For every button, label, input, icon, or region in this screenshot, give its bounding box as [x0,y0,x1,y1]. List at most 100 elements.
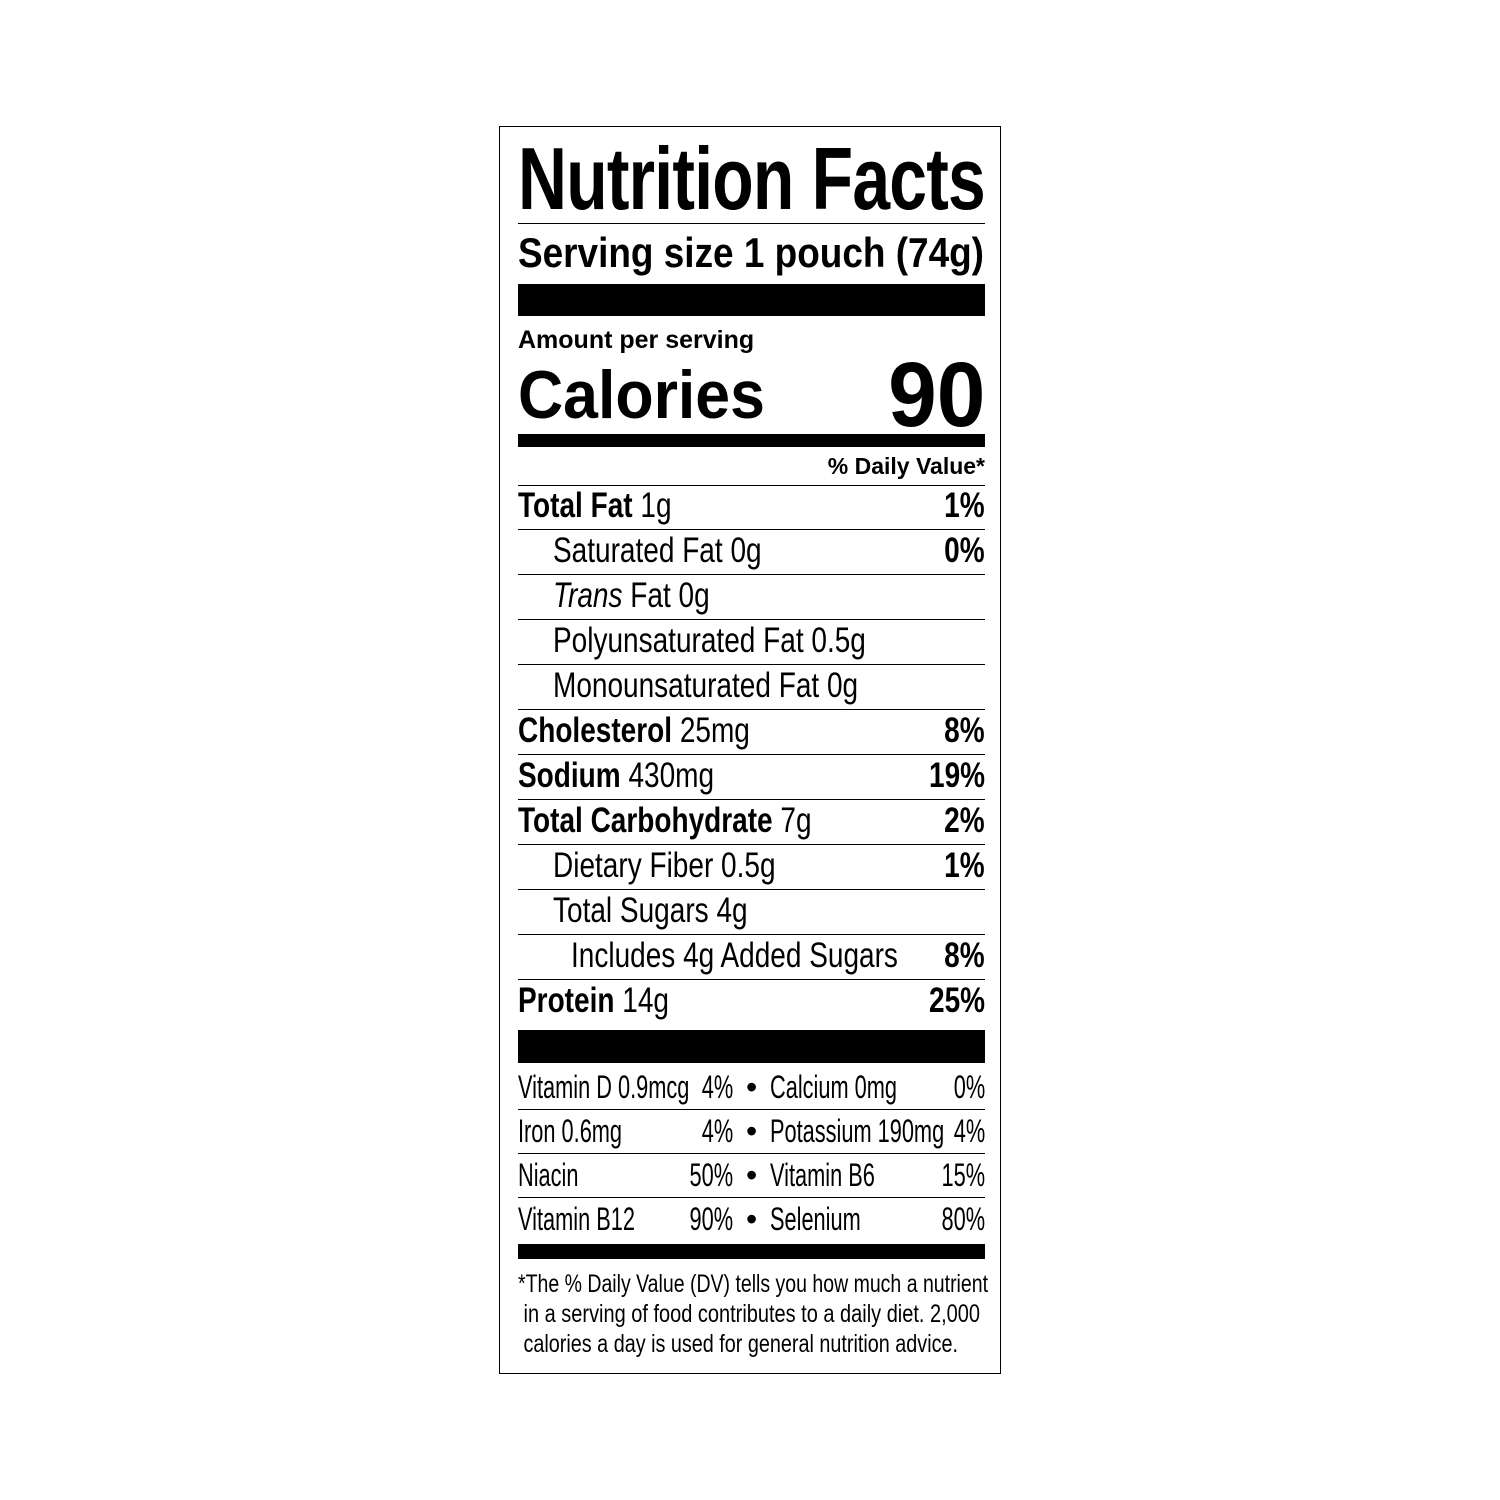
calories-value: 90 [887,344,985,446]
footnote-line: in a serving of food contributes to a da… [518,1300,980,1328]
nutrient-row: Total Fat 1g 1% [518,485,985,530]
nutrient-daily-value: 25% [928,981,985,1020]
vitamin-name: Vitamin B12 [518,1201,635,1237]
vitamin-row: Niacin 50% • Vitamin B6 15% [518,1154,985,1198]
nutrient-label: Total Fat 1g [518,486,672,526]
nutrition-facts-label: Nutrition Facts Serving size 1 pouch (74… [499,126,1001,1374]
daily-value-header: % Daily Value* [827,453,985,479]
calories-label: Calories [518,357,765,433]
nutrient-amount: 0g [730,531,762,570]
nutrient-daily-value: 1% [944,486,985,525]
nutrient-row: Sodium 430mg 19% [518,755,985,800]
vitamin-daily-value: 50% [689,1157,733,1193]
nutrient-daily-value: 2% [944,801,985,840]
nutrient-row: Monounsaturated Fat 0g [518,665,985,710]
footnote-line: calories a day is used for general nutri… [518,1330,958,1358]
divider [518,223,985,224]
nutrient-label: Total Carbohydrate 7g [518,801,812,841]
nutrient-name-suffix: Fat [630,576,671,615]
vitamin-row: Iron 0.6mg 4% • Potassium 190mg 4% [518,1110,985,1154]
nutrient-name: Saturated Fat [553,531,723,570]
nutrient-amount: 1g [640,486,672,525]
medium-divider [518,434,985,447]
vitamin-daily-value: 0% [953,1069,985,1105]
nutrient-daily-value: 1% [944,846,985,885]
nutrient-row: Polyunsaturated Fat 0.5g [518,620,985,665]
nutrient-row: Includes 4g Added Sugars 8% [518,935,985,980]
vitamin-daily-value: 15% [941,1157,985,1193]
nutrient-amount: 0g [826,666,859,705]
nutrient-name: Monounsaturated Fat [553,666,820,705]
bullet-icon: • [746,1157,758,1193]
nutrient-row: Trans Fat 0g [518,575,985,620]
nutrient-daily-value: 8% [944,936,985,975]
nutrient-daily-value: 0% [944,531,985,570]
divider [518,485,985,486]
vitamin-daily-value: 90% [689,1201,733,1237]
nutrient-name: Includes 4g Added Sugars [571,936,898,975]
nutrient-name: Trans [553,576,623,615]
vitamin-row: Vitamin B12 90% • Selenium 80% [518,1198,985,1241]
nutrient-row: Cholesterol 25mg 8% [518,710,985,755]
nutrient-daily-value: 19% [928,756,985,795]
vitamin-name: Niacin [518,1157,579,1193]
nutrient-list: Total Fat 1g 1% Saturated Fat 0g 0% Trans Fa… [518,485,985,1024]
nutrient-name: Cholesterol [518,711,673,750]
nutrient-amount: 7g [780,801,812,840]
nutrient-label: Trans Fat 0g [553,576,710,616]
label-title: Nutrition Facts [518,129,986,228]
nutrient-label: Protein 14g [518,981,669,1021]
nutrient-amount: 0g [678,576,710,615]
nutrient-row: Total Carbohydrate 7g 2% [518,800,985,845]
vitamin-name: Potassium 190mg [770,1113,945,1149]
serving-size: Serving size 1 pouch (74g) [518,229,985,277]
vitamin-list: Vitamin D 0.9mcg 4% • Calcium 0mg 0% Iron 0.6… [518,1066,985,1241]
nutrient-row: Total Sugars 4g [518,890,985,935]
title-text: Nutrition Facts [518,129,986,228]
nutrient-name: Total Sugars [553,891,709,930]
vitamin-name: Iron 0.6mg [518,1113,623,1149]
nutrient-name: Polyunsaturated Fat [553,621,804,660]
vitamin-name: Calcium 0mg [770,1069,897,1105]
nutrient-name: Sodium [518,756,621,795]
nutrient-label: Polyunsaturated Fat 0.5g [553,621,866,661]
bullet-icon: • [746,1201,758,1237]
nutrient-row: Protein 14g 25% [518,980,985,1024]
nutrient-name: Protein [518,981,615,1020]
nutrient-amount: 0.5g [721,846,776,885]
amount-per-serving: Amount per serving [518,326,755,354]
vitamin-daily-value: 4% [701,1069,733,1105]
footnote-line: *The % Daily Value (DV) tells you how mu… [518,1270,988,1298]
vitamin-name: Vitamin D 0.9mcg [518,1069,690,1105]
serving-size-text: Serving size 1 pouch (74g) [518,229,984,276]
nutrient-label: Includes 4g Added Sugars [571,936,898,976]
nutrient-label: Cholesterol 25mg [518,711,750,751]
nutrient-label: Monounsaturated Fat 0g [553,666,858,706]
footnote: *The % Daily Value (DV) tells you how mu… [518,1269,988,1359]
nutrient-label: Dietary Fiber 0.5g [553,846,776,886]
bullet-icon: • [746,1113,758,1149]
vitamin-name: Selenium [770,1201,861,1237]
thick-divider [518,284,985,316]
nutrient-amount: 25mg [679,711,750,750]
nutrient-name: Dietary Fiber [553,846,714,885]
vitamin-name: Vitamin B6 [770,1157,875,1193]
nutrient-label: Saturated Fat 0g [553,531,762,571]
nutrient-row: Dietary Fiber 0.5g 1% [518,845,985,890]
nutrient-amount: 0.5g [811,621,866,660]
nutrient-amount: 14g [622,981,669,1020]
nutrient-row: Saturated Fat 0g 0% [518,530,985,575]
medium-divider [518,1244,985,1259]
calories-row: Calories 90 [518,344,985,446]
nutrient-label: Total Sugars 4g [553,891,748,931]
bullet-icon: • [746,1069,758,1105]
vitamin-daily-value: 80% [941,1201,985,1237]
nutrient-name: Total Carbohydrate [518,801,773,840]
vitamin-row: Vitamin D 0.9mcg 4% • Calcium 0mg 0% [518,1066,985,1110]
nutrient-amount: 430mg [628,756,715,795]
vitamin-daily-value: 4% [953,1113,985,1149]
nutrient-amount: 4g [716,891,748,930]
nutrient-label: Sodium 430mg [518,756,714,796]
nutrient-name: Total Fat [518,486,633,525]
nutrient-daily-value: 8% [944,711,985,750]
